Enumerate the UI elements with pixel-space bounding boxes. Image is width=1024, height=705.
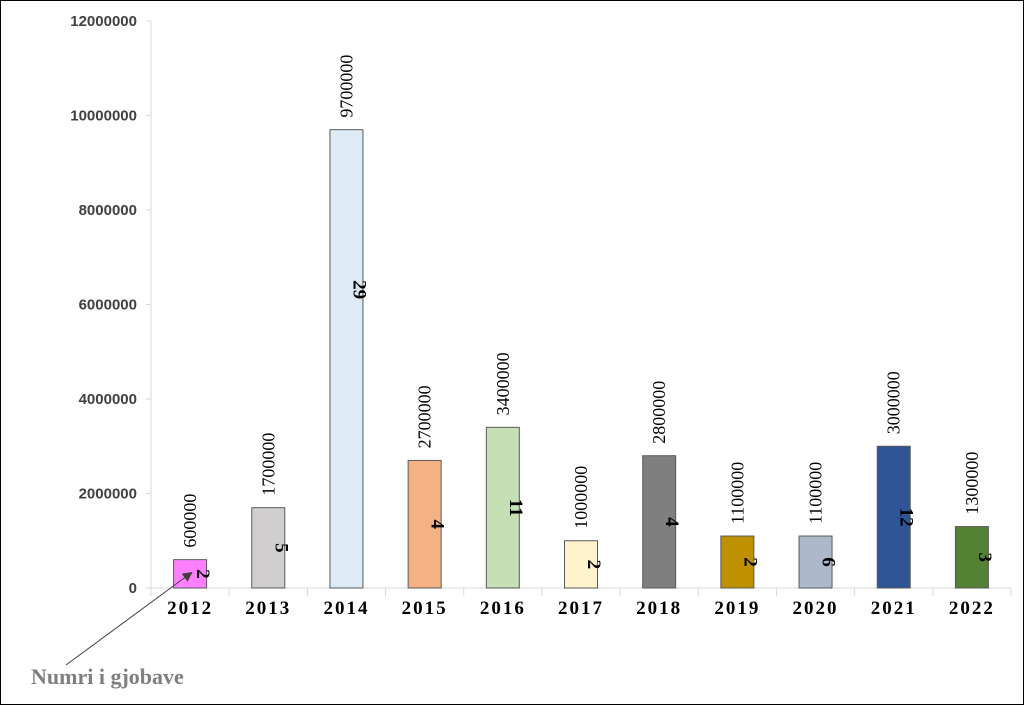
- bars: [173, 129, 989, 589]
- value-label: 1000000: [571, 466, 591, 529]
- x-axis: 2012 2013 2014 2015 2016 2017 2018 2019 2020 2021…: [150, 587, 1012, 619]
- y-tick-label: 4000000: [79, 391, 137, 408]
- value-label: 3400000: [493, 352, 513, 415]
- y-tick-label: 2000000: [79, 486, 137, 503]
- y-tick-label: 0: [129, 580, 137, 597]
- count-label: 2: [192, 569, 213, 579]
- x-tick-label: 2018: [636, 598, 682, 619]
- count-label: 5: [270, 543, 291, 553]
- bar-2020: [798, 535, 833, 589]
- bar-2022: [954, 526, 989, 589]
- x-tick-label: 2019: [714, 598, 760, 619]
- x-tick-label: 2016: [480, 598, 526, 619]
- y-tick-label: 10000000: [70, 108, 137, 125]
- count-label: 4: [427, 519, 448, 529]
- count-label: 12: [896, 508, 917, 527]
- x-tick-label: 2020: [793, 598, 839, 619]
- x-tick-label: 2017: [558, 598, 604, 619]
- y-axis: 0 2000000 4000000 6000000 8000000 10000000 120…: [70, 13, 152, 597]
- count-label: 11: [505, 499, 526, 517]
- value-label: 1700000: [258, 433, 278, 496]
- x-tick-label: 2022: [949, 598, 995, 619]
- count-label: 29: [348, 280, 369, 299]
- x-tick-label: 2021: [871, 598, 917, 619]
- y-tick-label: 6000000: [79, 297, 137, 314]
- value-label: 1300000: [962, 452, 982, 515]
- count-label: 2: [739, 557, 760, 567]
- annotation-arrow: [65, 571, 193, 666]
- x-tick-label: 2015: [402, 598, 448, 619]
- bar-2016: [485, 426, 520, 589]
- count-label: 6: [818, 557, 839, 567]
- bar-2015: [407, 459, 442, 589]
- count-label: 4: [661, 517, 682, 527]
- value-label: 1100000: [806, 462, 826, 524]
- value-label: 2800000: [649, 381, 669, 444]
- x-tick-label: 2013: [245, 598, 291, 619]
- x-tick-label: 2014: [323, 598, 369, 619]
- bar-2012: [173, 559, 208, 589]
- annotation-label: Numri i gjobave: [31, 664, 184, 689]
- value-label: 1100000: [727, 462, 747, 524]
- value-label: 3000000: [884, 371, 904, 434]
- labels: 600000 2 1700000 5 9700000 29 2700000 4 3400000 1…: [180, 55, 995, 579]
- bar-2014: [329, 129, 364, 589]
- bar-2021: [876, 445, 911, 589]
- bar-2019: [720, 535, 755, 589]
- count-label: 2: [583, 560, 604, 570]
- value-label: 600000: [180, 494, 200, 548]
- bar-2017: [564, 540, 598, 589]
- value-label: 9700000: [336, 55, 356, 118]
- y-tick-label: 12000000: [70, 13, 137, 30]
- x-tick-label: 2012: [167, 598, 213, 619]
- bar-2013: [251, 507, 286, 589]
- value-label: 2700000: [415, 385, 435, 448]
- y-tick-label: 8000000: [79, 202, 137, 219]
- bar-2018: [642, 455, 677, 589]
- count-label: 3: [974, 553, 995, 563]
